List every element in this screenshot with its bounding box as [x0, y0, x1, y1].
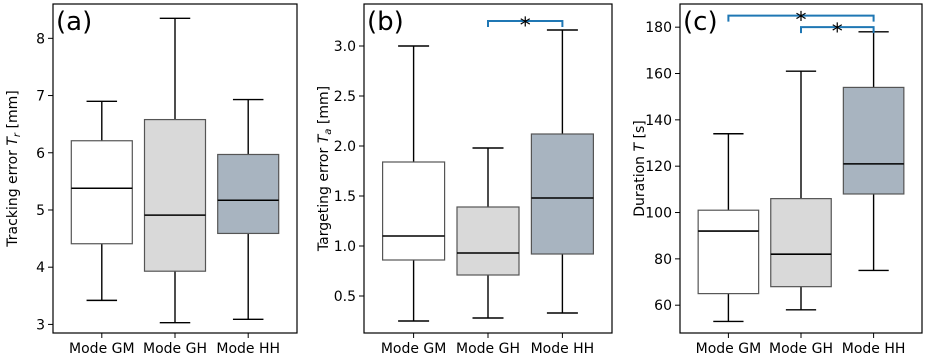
y-tick-label: 8 [36, 31, 45, 47]
significance-bracket: * [487, 14, 564, 39]
y-tick-label: 1.5 [334, 189, 356, 205]
x-tick-label: Mode GH [456, 341, 520, 357]
y-tick-label: 2.5 [334, 89, 356, 105]
y-tick-label: 60 [654, 298, 672, 314]
significance-bracket: * [727, 9, 875, 34]
iqr-box [217, 153, 280, 235]
significance-star: * [520, 14, 531, 39]
y-tick-label: 7 [36, 89, 45, 105]
x-tick-label: Mode HH [216, 341, 280, 357]
y-tick-label: 2.0 [334, 139, 356, 155]
y-tick-label: 3 [36, 317, 45, 333]
y-axis-label: Tracking error Tr [mm] [5, 90, 23, 247]
panel-label: (c) [683, 7, 718, 37]
box-mode-gm [697, 133, 760, 323]
bracket-line [800, 26, 875, 34]
y-tick-label: 120 [645, 159, 672, 175]
bracket-line [727, 14, 875, 22]
y-tick-label: 80 [654, 252, 672, 268]
iqr-box [770, 198, 832, 288]
iqr-box [697, 209, 760, 295]
panel-a: 3 4 5 6 7 8 Mode GM Mode GH Mode HH (a) Tracking e… [5, 3, 298, 357]
y-tick-label: 1.0 [334, 239, 356, 255]
iqr-box [143, 118, 207, 272]
x-tick-label: Mode GH [143, 341, 207, 357]
box-mode-hh [217, 98, 280, 320]
x-tick-label: Mode GM [69, 341, 135, 357]
box-mode-gm [70, 100, 133, 302]
significance-star: * [832, 20, 843, 45]
plot-frame [52, 3, 298, 334]
y-tick-label: 140 [645, 113, 672, 129]
y-tick-label: 160 [645, 67, 672, 83]
iqr-box [456, 206, 520, 276]
significance-star: * [796, 9, 807, 34]
y-tick-label: 180 [645, 20, 672, 36]
iqr-box [70, 140, 133, 245]
bracket-line [487, 20, 564, 27]
x-tick-label: Mode GM [696, 341, 762, 357]
x-tick-label: Mode HH [531, 341, 595, 357]
x-tick-label: Mode HH [842, 341, 906, 357]
significance-bracket: * [800, 20, 875, 45]
y-tick-label: 6 [36, 146, 45, 162]
y-tick-label: 4 [36, 260, 45, 276]
x-tick-label: Mode GH [769, 341, 833, 357]
panel-b: * 0.5 1.0 1.5 2.0 2.5 3.0 Mode GM Mode GH Mode HH… [316, 3, 613, 357]
plot-frame [679, 3, 923, 334]
y-tick-label: 3.0 [334, 39, 356, 55]
iqr-box [382, 161, 446, 261]
iqr-box [842, 86, 905, 195]
y-axis-label: Targeting error Ta [mm] [316, 86, 334, 252]
panel-label: (b) [367, 7, 404, 37]
x-tick-label: Mode GM [381, 341, 447, 357]
box-mode-hh [530, 29, 595, 314]
box-mode-hh [842, 31, 905, 272]
panel-label: (a) [56, 7, 92, 37]
y-tick-label: 5 [36, 203, 45, 219]
box-mode-gh [456, 147, 520, 319]
box-mode-gh [143, 17, 207, 324]
panel-c: * * 60 80 100 120 140 160 180 Mode GM Mode GH Mode … [632, 3, 923, 357]
box-mode-gh [770, 70, 832, 311]
plot-frame [363, 3, 613, 334]
y-tick-label: 0.5 [334, 289, 356, 305]
y-axis-label: Duration T [s] [632, 120, 648, 217]
box-mode-gm [382, 45, 446, 322]
y-tick-label: 100 [645, 206, 672, 222]
iqr-box [530, 133, 595, 255]
